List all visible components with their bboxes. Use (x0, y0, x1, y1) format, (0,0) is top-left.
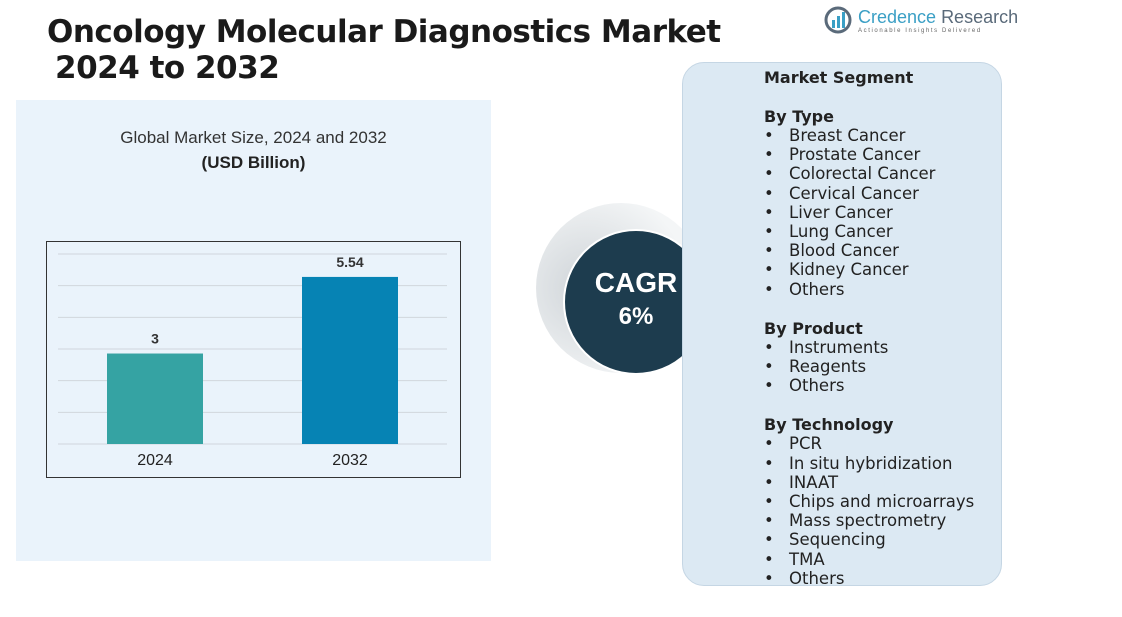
page-title: Oncology Molecular Diagnostics Market 20… (47, 14, 721, 86)
cagr-label: CAGR (594, 267, 678, 298)
chart-panel (16, 100, 491, 561)
segment-item: PCR (764, 434, 974, 453)
segment-group-heading: By Type (764, 107, 834, 126)
title-line-2: 2024 to 2032 (55, 50, 280, 86)
logo-name-a: Credence (858, 6, 937, 27)
bar-2024 (107, 353, 203, 444)
segment-item: Lung Cancer (764, 222, 974, 241)
segment-item: Instruments (764, 338, 974, 357)
segment-item: TMA (764, 550, 974, 569)
segment-item: Liver Cancer (764, 203, 974, 222)
segment-item: Mass spectrometry (764, 511, 974, 530)
data-label: 3 (151, 331, 159, 347)
segment-item: Reagents (764, 357, 974, 376)
segment-item: Others (764, 569, 974, 588)
segment-item: Prostate Cancer (764, 145, 974, 164)
logo-tagline: Actionable Insights Delivered (858, 27, 982, 34)
x-tick-label: 2032 (332, 452, 368, 469)
segment-item: Cervical Cancer (764, 184, 974, 203)
segment-item: Breast Cancer (764, 126, 974, 145)
segment-item: Others (764, 280, 974, 299)
segment-group-list: InstrumentsReagentsOthers (764, 338, 974, 396)
bar-2032 (302, 276, 398, 444)
segment-item: Colorectal Cancer (764, 164, 974, 183)
chart-unit: (USD Billion) (201, 153, 306, 172)
segment-group-list: Breast CancerProstate CancerColorectal C… (764, 126, 974, 299)
data-label: 5.54 (336, 254, 363, 270)
logo-icon (824, 6, 852, 34)
logo-name-b: Research (941, 6, 1019, 27)
segment-item: Chips and microarrays (764, 492, 974, 511)
segment-item: Others (764, 376, 974, 395)
segment-title: Market Segment (764, 68, 914, 87)
chart-title: Global Market Size, 2024 and 2032 (120, 128, 387, 147)
cagr-value: 6% (618, 303, 654, 330)
chart-frame (46, 241, 461, 478)
segment-item: Sequencing (764, 530, 974, 549)
segment-item: INAAT (764, 473, 974, 492)
title-line-1: Oncology Molecular Diagnostics Market (47, 14, 721, 50)
segment-group-list: PCRIn situ hybridizationINAATChips and m… (764, 434, 974, 588)
segment-item: Kidney Cancer (764, 260, 974, 279)
segment-list: Market Segment By TypeBreast CancerProst… (764, 68, 974, 588)
logo: Credence Research Actionable Insights De… (824, 6, 1018, 34)
segment-group-heading: By Technology (764, 415, 894, 435)
segment-group-heading: By Product (764, 318, 863, 338)
segment-item: Blood Cancer (764, 241, 974, 260)
segment-item: In situ hybridization (764, 454, 974, 473)
x-tick-label: 2024 (137, 452, 173, 469)
